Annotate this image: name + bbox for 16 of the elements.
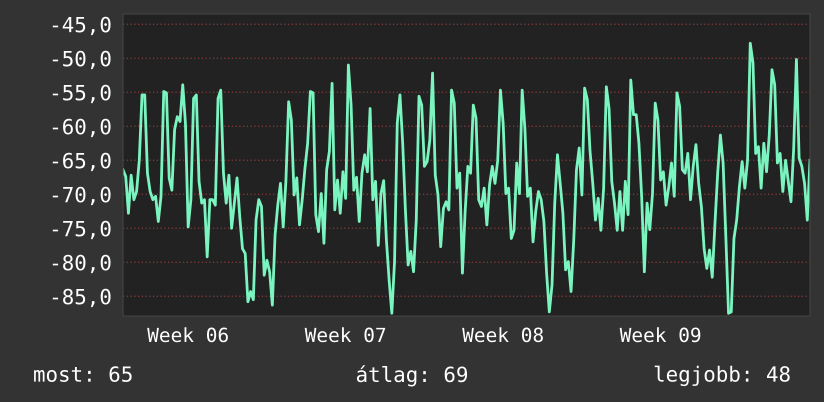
x-tick-label: Week 07 <box>304 327 386 342</box>
text: most: 65 <box>34 366 132 382</box>
y-tick-label: -55,0 <box>52 84 111 104</box>
text: átlag: 69 <box>356 365 468 386</box>
text: legjobb: 48 <box>654 366 790 386</box>
y-tick-label: -85,0 <box>52 288 111 308</box>
y-tick-label: -75,0 <box>52 220 111 240</box>
x-tick-label: Week 09 <box>620 327 700 342</box>
y-tick-label: -60,0 <box>52 118 111 138</box>
x-tick-label: Week 06 <box>147 327 228 342</box>
y-tick-label: -45,0 <box>52 16 111 36</box>
y-tick-label: -80,0 <box>52 254 111 274</box>
y-tick-label: -50,0 <box>52 50 111 70</box>
x-tick-label: Week 08 <box>462 327 543 342</box>
y-tick-label: -65,0 <box>52 152 111 172</box>
y-tick-label: -70,0 <box>52 186 111 206</box>
